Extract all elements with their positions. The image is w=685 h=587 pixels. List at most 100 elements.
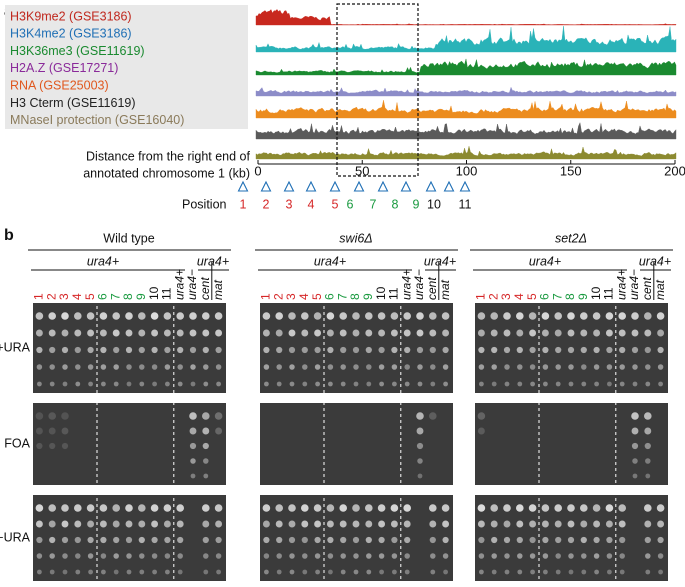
colony-spot	[86, 504, 95, 512]
strain-label: swi6Δ	[339, 231, 372, 245]
colony-spot	[581, 381, 587, 387]
colony-spot	[657, 346, 664, 354]
colony-spot	[113, 569, 119, 575]
legend-box	[5, 5, 248, 129]
colony-spot	[377, 312, 386, 320]
colony-spot	[62, 553, 68, 559]
colony-spot	[390, 520, 398, 528]
colony-spot	[74, 504, 82, 512]
colony-spot	[555, 346, 562, 354]
colony-spot	[138, 520, 146, 528]
colony-spot	[101, 381, 106, 387]
colony-spot	[49, 569, 55, 575]
signal-track	[255, 86, 677, 97]
colony-spot	[541, 312, 550, 320]
x-tick-label: 100	[456, 163, 478, 178]
colony-spot	[203, 473, 209, 479]
colony-spot	[112, 312, 120, 320]
colony-spot	[580, 536, 587, 544]
group-label: ura4+	[529, 254, 561, 268]
colony-spot	[61, 312, 69, 320]
colony-spot	[100, 536, 107, 544]
colony-spot	[276, 569, 282, 575]
colony-spot	[593, 329, 601, 337]
colony-spot	[99, 520, 107, 528]
colony-spot	[567, 520, 575, 528]
colony-spot	[644, 329, 652, 337]
colony-spot	[203, 553, 209, 559]
colony-spot	[555, 553, 561, 559]
colony-spot	[581, 553, 587, 559]
colony-spot	[339, 504, 348, 512]
colony-spot	[353, 364, 359, 370]
colony-spot	[657, 329, 665, 337]
colony-spot	[288, 520, 296, 528]
colony-spot	[126, 381, 132, 387]
colony-spot	[49, 536, 56, 544]
colony-spot	[190, 381, 196, 387]
colony-spot	[177, 381, 183, 387]
colony-spot	[340, 364, 346, 370]
position-marker	[329, 180, 341, 192]
colony-spot	[644, 412, 652, 420]
colony-spot	[517, 364, 523, 370]
colony-spot	[490, 520, 498, 528]
colony-spot	[125, 346, 133, 354]
colony-spot	[49, 346, 56, 354]
colony-spot	[530, 569, 535, 575]
strain-label: set2Δ	[555, 231, 587, 245]
colony-spot	[35, 504, 44, 512]
colony-spot	[504, 553, 510, 559]
column-label: 6	[323, 293, 337, 300]
position-number: 5	[332, 197, 339, 211]
colony-spot	[276, 381, 282, 387]
track-label: H2A.Z (GSE17271)	[10, 61, 118, 75]
colony-spot	[176, 312, 184, 320]
colony-spot	[36, 536, 43, 544]
colony-spot	[288, 312, 296, 320]
colony-spot	[113, 381, 119, 387]
colony-spot	[542, 536, 549, 544]
column-label: 7	[550, 293, 564, 300]
colony-spot	[391, 346, 398, 354]
colony-spot	[125, 504, 133, 512]
colony-spot	[99, 504, 108, 512]
column-label: cent	[640, 277, 654, 300]
colony-spot	[554, 520, 562, 528]
column-label: 10	[147, 286, 161, 300]
colony-spot	[645, 381, 651, 387]
colony-spot	[152, 569, 158, 575]
colony-spot	[139, 364, 145, 370]
colony-spot	[165, 381, 170, 387]
plate	[475, 403, 668, 485]
colony-spot	[645, 569, 651, 575]
colony-spot	[416, 442, 424, 450]
colony-spot	[177, 536, 184, 544]
colony-spot	[567, 504, 575, 512]
position-marker	[400, 180, 412, 192]
colony-spot	[263, 536, 270, 544]
colony-spot	[138, 312, 146, 320]
colony-spot	[301, 504, 309, 512]
column-label: 6	[96, 293, 110, 300]
colony-spot	[542, 553, 549, 559]
colony-spot	[619, 553, 625, 559]
colony-spot	[442, 520, 450, 528]
colony-spot	[517, 381, 523, 387]
colony-spot	[504, 381, 510, 387]
colony-spot	[378, 553, 385, 559]
track-label: H3K36me3 (GSE11619)	[10, 44, 145, 58]
colony-spot	[74, 346, 81, 354]
colony-spot	[529, 329, 537, 337]
colony-spot	[35, 329, 43, 337]
colony-spot	[264, 381, 269, 387]
colony-spot	[416, 329, 424, 337]
colony-spot	[327, 364, 334, 370]
colony-spot	[164, 346, 171, 354]
colony-spot	[214, 504, 223, 512]
colony-spot	[365, 520, 373, 528]
colony-spot	[288, 346, 296, 354]
colony-spot	[36, 364, 43, 370]
column-label: 11	[387, 287, 401, 300]
colony-spot	[202, 520, 210, 528]
